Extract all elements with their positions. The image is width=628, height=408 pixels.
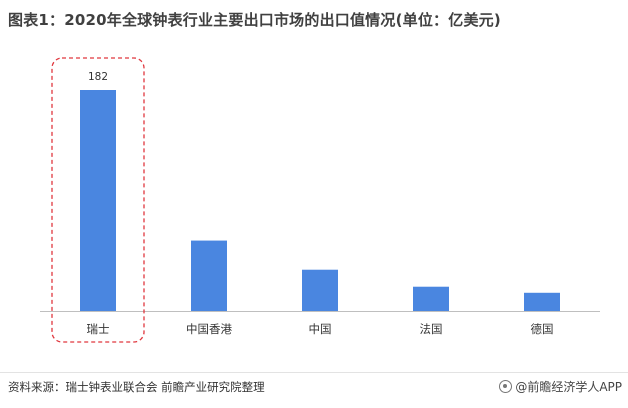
bar-1 [191,240,227,311]
bar-4 [524,292,560,311]
data-label-0: 182 [88,71,108,83]
brand-watermark: @前瞻经济学人APP [499,378,622,395]
bar-2 [302,269,338,311]
x-tick-label-4: 德国 [531,322,554,336]
x-tick-label-1: 中国香港 [186,322,232,336]
brand-text: @前瞻经济学人APP [515,380,622,394]
bar-0 [80,90,116,311]
x-tick-label-0: 瑞士 [87,322,110,336]
source-note: 资料来源：瑞士钟表业联合会 前瞻产业研究院整理 [8,380,265,394]
highlight-box [51,57,145,343]
x-tick-label-3: 法国 [420,322,443,336]
footer-divider [0,372,628,373]
x-tick-label-2: 中国 [309,322,332,336]
bar-3 [413,286,449,311]
chart-title: 图表1：2020年全球钟表行业主要出口市场的出口值情况(单位：亿美元) [8,11,501,29]
plot-area: 182 瑞士 中国香港 中国 法国 德国 [40,57,600,343]
brand-logo-icon [499,380,513,393]
